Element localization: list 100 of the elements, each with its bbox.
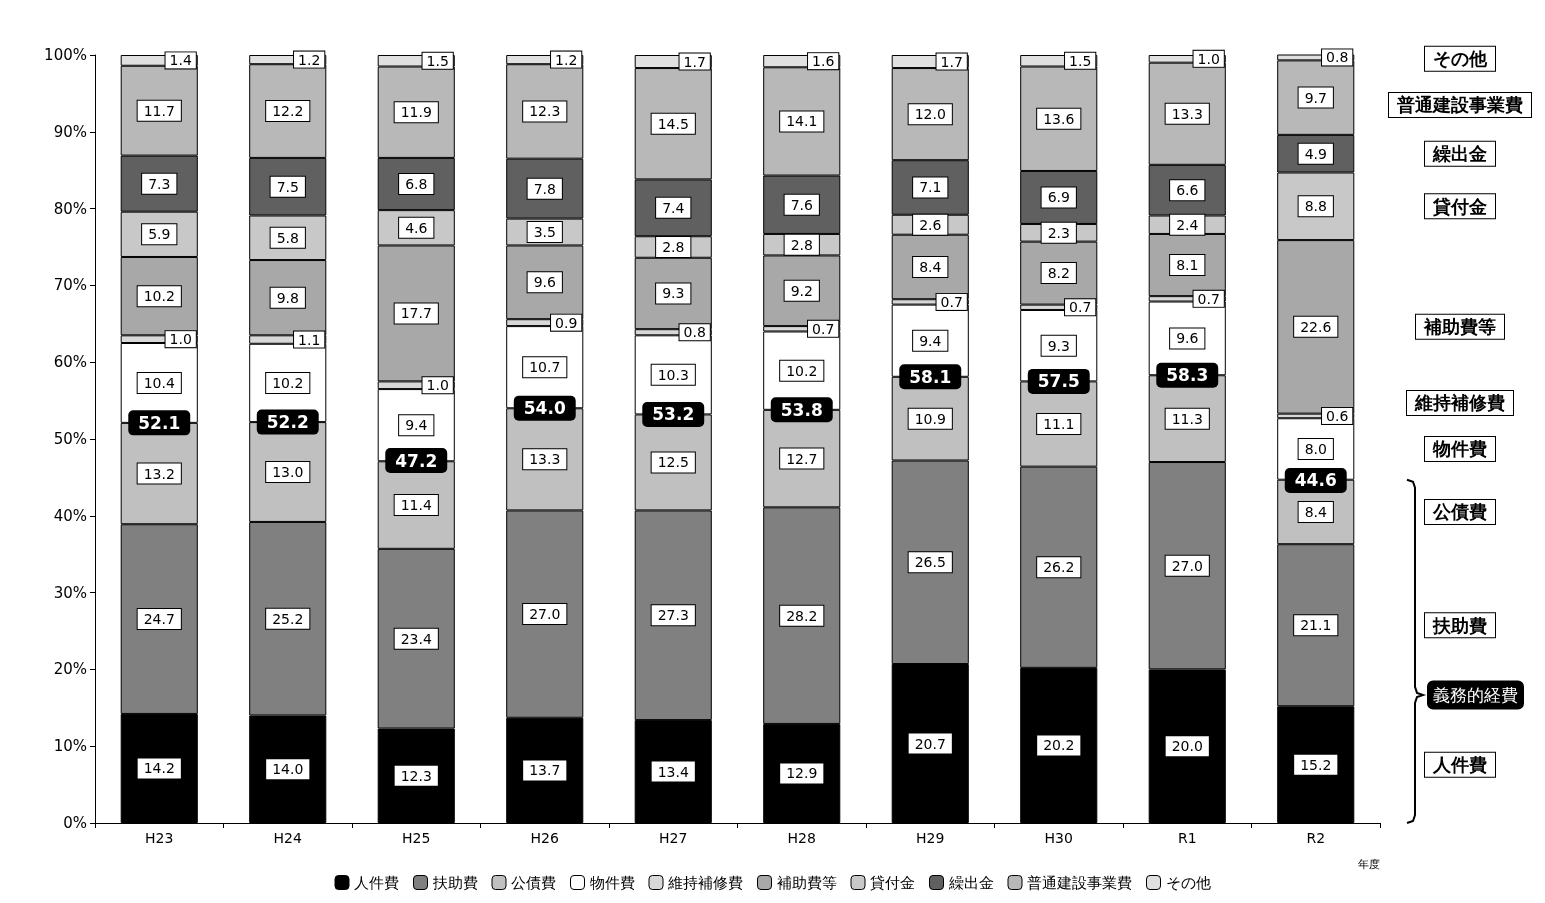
- data-label: 10.2: [272, 374, 304, 391]
- data-label: 11.1: [1043, 416, 1075, 433]
- x-tick-label: H24: [273, 830, 303, 846]
- data-label: 8.4: [1304, 503, 1327, 520]
- legend-label: 繰出金: [947, 873, 994, 892]
- data-label: 0.8: [1326, 49, 1349, 66]
- data-label: 7.8: [533, 180, 556, 197]
- data-label: 5.8: [276, 229, 299, 246]
- data-label: 25.2: [272, 610, 304, 627]
- annotation: 54.0: [523, 398, 566, 419]
- legend-label: 扶助費: [431, 873, 478, 892]
- data-label: 2.3: [1047, 224, 1070, 241]
- x-axis-title: 年度: [1358, 858, 1380, 871]
- y-tick-label: 20%: [53, 660, 87, 679]
- x-tick-label: R1: [1177, 830, 1197, 846]
- data-label: 13.3: [1171, 105, 1203, 122]
- legend-label: 公債費: [511, 873, 556, 892]
- data-label: 27.0: [529, 606, 561, 623]
- data-label: 12.3: [400, 767, 432, 784]
- data-label: 8.0: [1304, 440, 1327, 457]
- data-label: 22.6: [1300, 318, 1332, 335]
- data-label: 1.0: [169, 331, 192, 348]
- data-label: 9.4: [919, 332, 942, 349]
- legend-label: 普通建設事業費: [1027, 873, 1132, 892]
- data-label: 10.2: [786, 362, 818, 379]
- y-tick-label: 80%: [53, 199, 87, 218]
- x-tick-label: R2: [1306, 830, 1326, 846]
- data-label: 2.4: [1176, 216, 1199, 233]
- data-label: 4.6: [405, 219, 428, 236]
- text: 維持補修費: [1415, 392, 1505, 414]
- data-label: 1.2: [298, 51, 321, 68]
- text: 公債費: [1433, 501, 1487, 523]
- annotation: 57.5: [1037, 371, 1080, 392]
- text: 貸付金: [1433, 195, 1487, 217]
- legend-label: 貸付金: [870, 873, 915, 892]
- data-label: 8.4: [919, 258, 942, 275]
- data-label: 6.9: [1047, 189, 1070, 206]
- data-label: 0.9: [555, 314, 578, 331]
- text: 繰出金: [1433, 143, 1487, 165]
- data-label: 9.6: [533, 274, 556, 291]
- data-label: 10.4: [143, 374, 175, 391]
- annotation: 52.1: [138, 412, 181, 433]
- data-label: 8.8: [1304, 198, 1327, 215]
- data-label: 8.1: [1176, 257, 1199, 274]
- y-tick-label: 10%: [53, 737, 87, 756]
- data-label: 13.3: [529, 451, 561, 468]
- data-label: 1.1: [298, 331, 321, 348]
- data-label: 9.7: [1304, 89, 1327, 106]
- y-tick-label: 60%: [53, 353, 87, 372]
- data-label: 8.2: [1047, 265, 1070, 282]
- data-label: 7.4: [662, 199, 685, 216]
- annotation: 58.1: [909, 366, 952, 387]
- data-label: 0.8: [683, 324, 706, 341]
- data-label: 26.5: [914, 554, 946, 571]
- data-label: 1.5: [1069, 52, 1092, 69]
- data-label: 14.5: [657, 115, 689, 132]
- data-label: 27.3: [657, 607, 689, 624]
- data-label: 9.2: [790, 282, 813, 299]
- legend-label: 物件費: [589, 873, 635, 892]
- data-label: 0.7: [1197, 290, 1220, 307]
- data-label: 2.8: [662, 239, 685, 255]
- annotation: 44.6: [1294, 470, 1337, 491]
- x-tick-label: H29: [916, 830, 945, 846]
- data-label: 7.1: [919, 179, 942, 196]
- data-label: 15.2: [1300, 756, 1332, 773]
- data-label: 0.7: [1069, 299, 1092, 316]
- y-tick-label: 70%: [53, 276, 87, 295]
- data-label: 12.0: [914, 106, 946, 123]
- data-label: 1.2: [555, 51, 578, 68]
- data-label: 7.6: [790, 196, 813, 213]
- data-label: 20.7: [914, 735, 946, 752]
- data-label: 24.7: [143, 611, 175, 628]
- text: 人件費: [1433, 754, 1487, 776]
- data-label: 11.3: [1171, 410, 1203, 427]
- annotation: 53.2: [652, 404, 695, 425]
- data-label: 13.0: [272, 464, 304, 481]
- data-label: 10.9: [914, 410, 946, 427]
- data-label: 1.7: [940, 53, 963, 70]
- data-label: 9.8: [276, 289, 299, 306]
- annotation: 53.8: [780, 399, 823, 420]
- data-label: 9.6: [1176, 330, 1199, 347]
- data-label: 20.0: [1171, 738, 1203, 755]
- data-label: 23.4: [400, 630, 432, 647]
- data-label: 14.0: [272, 761, 304, 778]
- data-label: 12.5: [657, 454, 689, 471]
- data-label: 1.5: [426, 52, 449, 69]
- data-label: 14.2: [143, 760, 175, 777]
- data-label: 21.1: [1300, 617, 1332, 634]
- data-label: 13.4: [657, 763, 689, 780]
- data-label: 9.4: [405, 417, 428, 434]
- data-label: 11.4: [400, 497, 432, 514]
- y-tick-label: 0%: [63, 814, 87, 832]
- legend-label: 人件費: [354, 873, 399, 892]
- data-label: 12.3: [529, 103, 561, 120]
- data-label: 1.6: [812, 53, 835, 70]
- text: 普通建設事業費: [1397, 94, 1523, 116]
- data-label: 0.7: [940, 293, 963, 310]
- data-label: 4.9: [1304, 145, 1327, 162]
- data-label: 13.2: [143, 465, 175, 482]
- text: 義務的経費: [1433, 684, 1518, 705]
